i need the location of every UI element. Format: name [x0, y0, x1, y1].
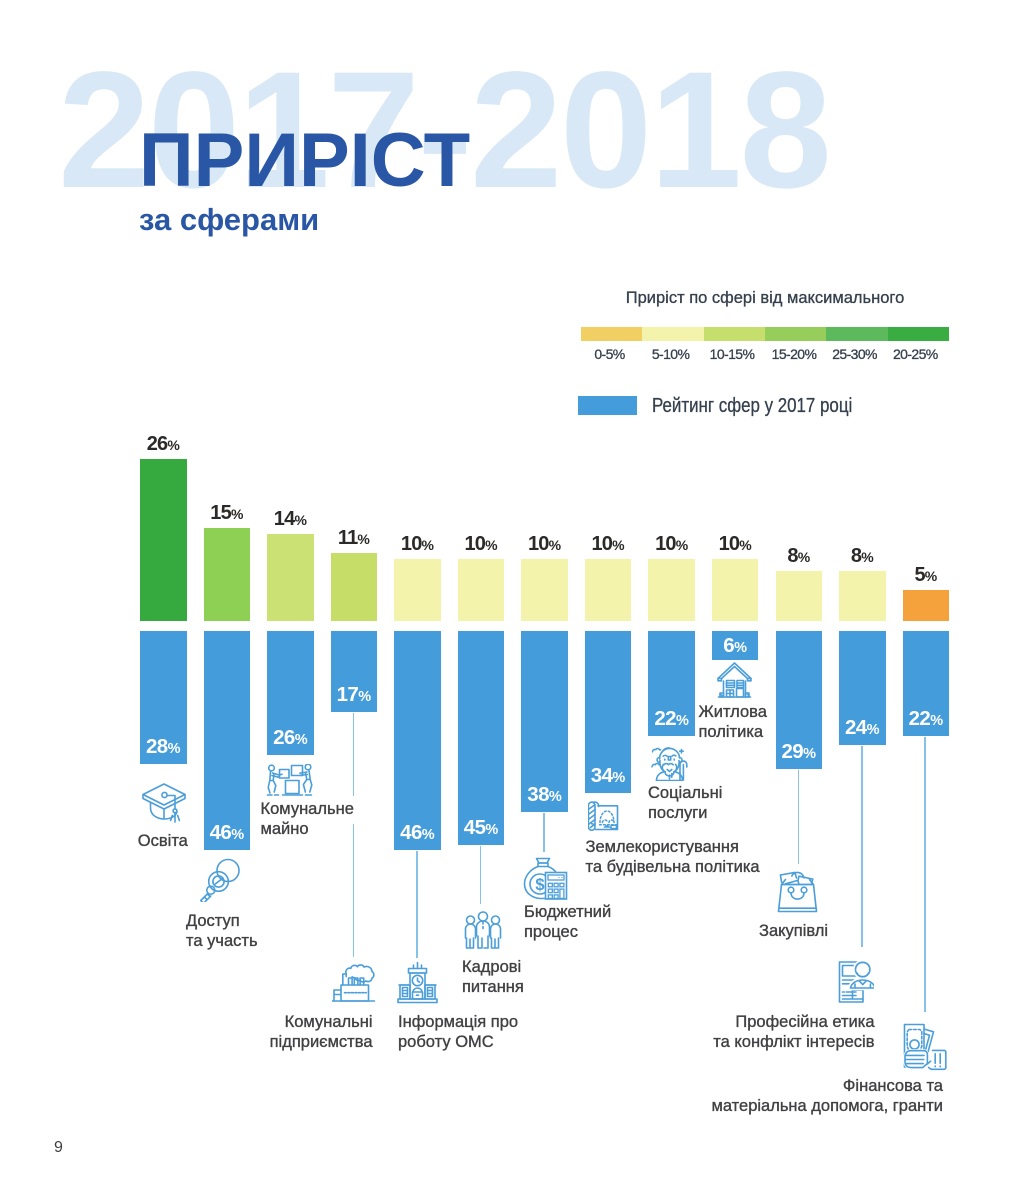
- svg-text:$: $: [535, 876, 544, 894]
